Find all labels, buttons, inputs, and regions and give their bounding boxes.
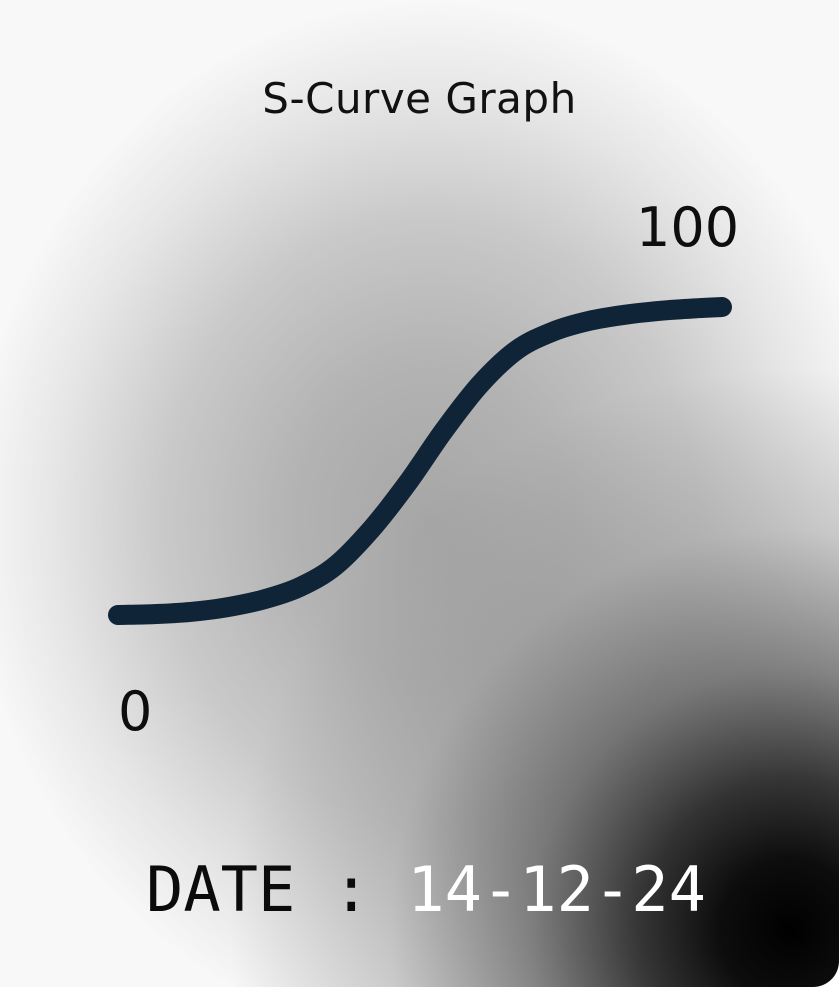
- date-line: DATE : 14-12-24: [146, 853, 706, 926]
- date-separator: :: [332, 853, 370, 926]
- date-label: DATE: [146, 853, 296, 926]
- s-curve-line: [108, 297, 732, 625]
- date-value: 14-12-24: [407, 853, 706, 926]
- start-value-label: 0: [118, 680, 153, 743]
- chart-title: S-Curve Graph: [262, 74, 577, 123]
- end-value-label: 100: [636, 196, 740, 259]
